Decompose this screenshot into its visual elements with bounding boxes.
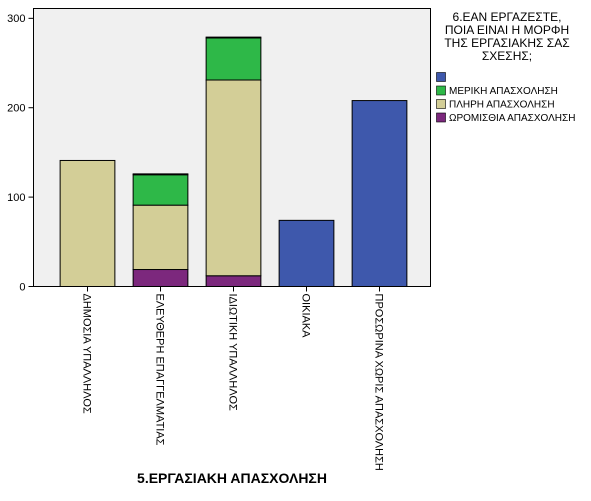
legend-swatch bbox=[436, 85, 446, 96]
bar-segment-3-0 bbox=[278, 219, 335, 288]
legend-title-line: ΣΧΕΣΗΣ; bbox=[482, 49, 532, 63]
x-tick-label: ΠΡΟΣΩΡΙΝΑ ΧΩΡΙΣ ΑΠΑΣΧΟΛΗΣΗ bbox=[373, 294, 385, 471]
legend-item: ΩΡΟΜΙΣΘΙΑ ΑΠΑΣΧΟΛΗΣΗ bbox=[436, 112, 575, 124]
plot-frame bbox=[33, 8, 431, 287]
legend-title-line: ΠΟΙΑ ΕΙΝΑΙ Η ΜΟΡΦΗ bbox=[445, 23, 569, 37]
x-tick-label: ΙΔΙΩΤΙΚΗ ΥΠΑΛΛΗΛΟΣ bbox=[227, 294, 239, 412]
legend-item: ΜΕΡΙΚΗ ΑΠΑΣΧΟΛΗΣΗ bbox=[436, 85, 558, 97]
bar-segment-0-2 bbox=[59, 159, 116, 287]
legend-swatch bbox=[436, 99, 446, 109]
bar-segment-2-0 bbox=[205, 36, 262, 39]
legend-items: ΜΕΡΙΚΗ ΑΠΑΣΧΟΛΗΣΗ ΠΛΗΡΗ ΑΠΑΣΧΟΛΗΣΗ ΩΡΟΜΙΣΘ… bbox=[436, 72, 575, 124]
bar-segment-1-2 bbox=[132, 204, 189, 271]
x-tick-label: ΔΗΜΟΣΙΑ ΥΠΑΛΛΗΛΟΣ bbox=[81, 294, 93, 414]
x-tick-label: ΕΛΕΥΘΕΡΗ ΕΠΑΓΓΕΛΜΑΤΙΑΣ bbox=[154, 294, 166, 446]
legend-swatch bbox=[436, 72, 446, 82]
legend-label: ΜΕΡΙΚΗ ΑΠΑΣΧΟΛΗΣΗ bbox=[449, 86, 558, 97]
bar-segment-2-2 bbox=[205, 79, 262, 277]
legend-item: ΠΛΗΡΗ ΑΠΑΣΧΟΛΗΣΗ bbox=[436, 99, 555, 111]
y-tick-label: 300 bbox=[7, 13, 25, 25]
bars-group bbox=[59, 36, 408, 288]
legend-label: ΠΛΗΡΗ ΑΠΑΣΧΟΛΗΣΗ bbox=[449, 100, 555, 111]
legend-label: ΩΡΟΜΙΣΘΙΑ ΑΠΑΣΧΟΛΗΣΗ bbox=[449, 113, 575, 124]
bar-segment-4-0 bbox=[351, 100, 408, 287]
y-tick-label: 0 bbox=[19, 281, 25, 293]
x-axis-title: 5.ΕΡΓΑΣΙΑΚΗ ΑΠΑΣΧΟΛΗΣΗ bbox=[137, 470, 327, 486]
bar-segment-1-1 bbox=[132, 174, 189, 206]
x-tick-label: ΟΙΚΙΑΚΑ bbox=[300, 294, 312, 339]
legend-swatch bbox=[436, 112, 446, 123]
legend-item bbox=[436, 72, 446, 82]
bar-segment-2-1 bbox=[205, 37, 262, 81]
y-tick-label: 200 bbox=[7, 103, 25, 115]
legend-title-line: ΤΗΣ ΕΡΓΑΣΙΑΚΗΣ ΣΑΣ bbox=[444, 36, 569, 50]
bar-segment-2-3 bbox=[205, 275, 262, 288]
y-tick-label: 100 bbox=[7, 192, 25, 204]
axes-group: 0 100 200 300 ΔΗΜΟΣΙΑ ΥΠΑΛΛΗΛΟΣ ΕΛΕΥΘΕΡΗ ΕΠΑΓ… bbox=[7, 13, 385, 471]
bar-segment-1-0 bbox=[132, 173, 189, 176]
bar-segment-1-3 bbox=[132, 269, 189, 288]
legend-title-line: 6.ΕΑΝ ΕΡΓΑΖΕΣΤΕ, bbox=[453, 10, 562, 24]
